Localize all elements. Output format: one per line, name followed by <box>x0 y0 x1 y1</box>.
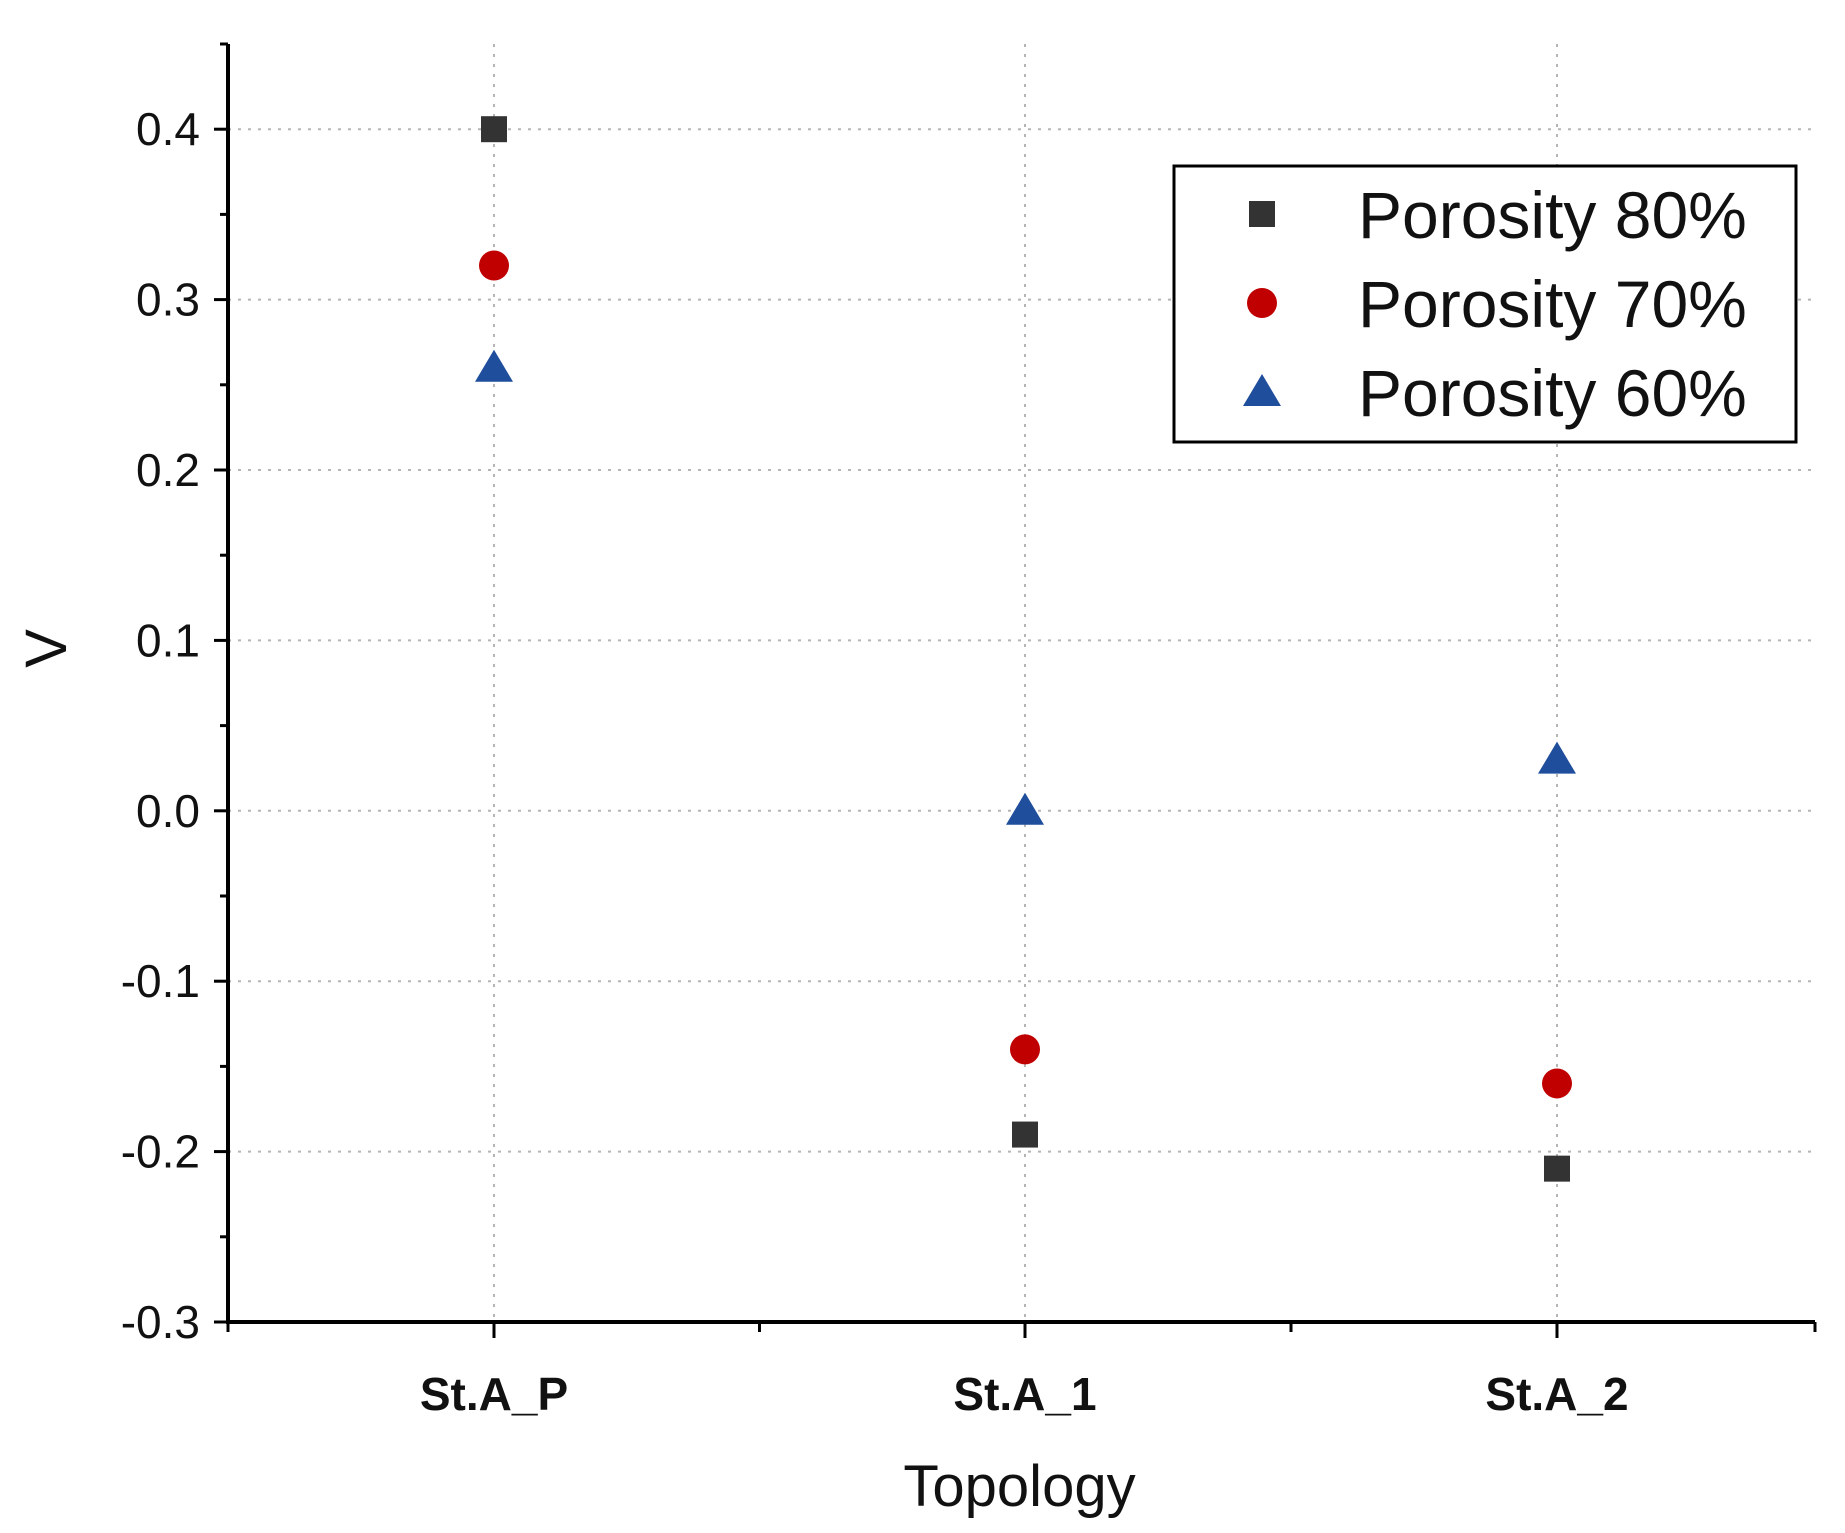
y-tick-label: 0.0 <box>136 785 200 837</box>
legend: Porosity 80% Porosity 70% Porosity 60% <box>1172 164 1798 444</box>
x-tick-label: St.A_2 <box>1485 1368 1628 1420</box>
point-triangle-st-a-2 <box>1538 741 1576 774</box>
y-tick-label: -0.1 <box>121 955 200 1007</box>
x-tick-label: St.A_1 <box>953 1368 1096 1420</box>
point-square-st-a-2 <box>1544 1155 1570 1182</box>
legend-label: Porosity 60% <box>1358 356 1747 430</box>
y-axis-title: V <box>14 629 79 668</box>
legend-box <box>1172 164 1798 444</box>
point-circle-st-a-2 <box>1542 1068 1572 1099</box>
legend-marker-square <box>1249 201 1275 227</box>
y-tick-label: 0.3 <box>136 274 200 326</box>
y-tick-label: -0.3 <box>121 1296 200 1348</box>
y-tick-label: -0.2 <box>121 1126 200 1178</box>
point-triangle-st-a-p <box>475 349 513 382</box>
y-tick-label: 0.1 <box>136 614 200 666</box>
point-circle-st-a-p <box>479 250 509 281</box>
legend-marker-triangle <box>1243 374 1281 406</box>
point-triangle-st-a-1 <box>1006 792 1044 825</box>
point-circle-st-a-1 <box>1010 1034 1040 1065</box>
point-square-st-a-1 <box>1012 1121 1038 1148</box>
legend-label: Porosity 70% <box>1358 267 1747 341</box>
point-square-st-a-p <box>481 116 507 143</box>
x-tick-label: St.A_P <box>420 1368 568 1420</box>
y-tick-label: 0.4 <box>136 103 200 155</box>
legend-marker-circle <box>1247 288 1277 318</box>
y-tick-label: 0.2 <box>136 444 200 496</box>
legend-label: Porosity 80% <box>1358 178 1747 252</box>
axes <box>226 44 1815 1324</box>
x-axis-title: Topology <box>903 1454 1135 1519</box>
data-points <box>475 116 1576 1182</box>
axis-ticks: -0.3 -0.2 -0.1 0.0 0.1 0.2 0.3 0.4 St.A_P St.A_1 S… <box>121 42 1817 1420</box>
